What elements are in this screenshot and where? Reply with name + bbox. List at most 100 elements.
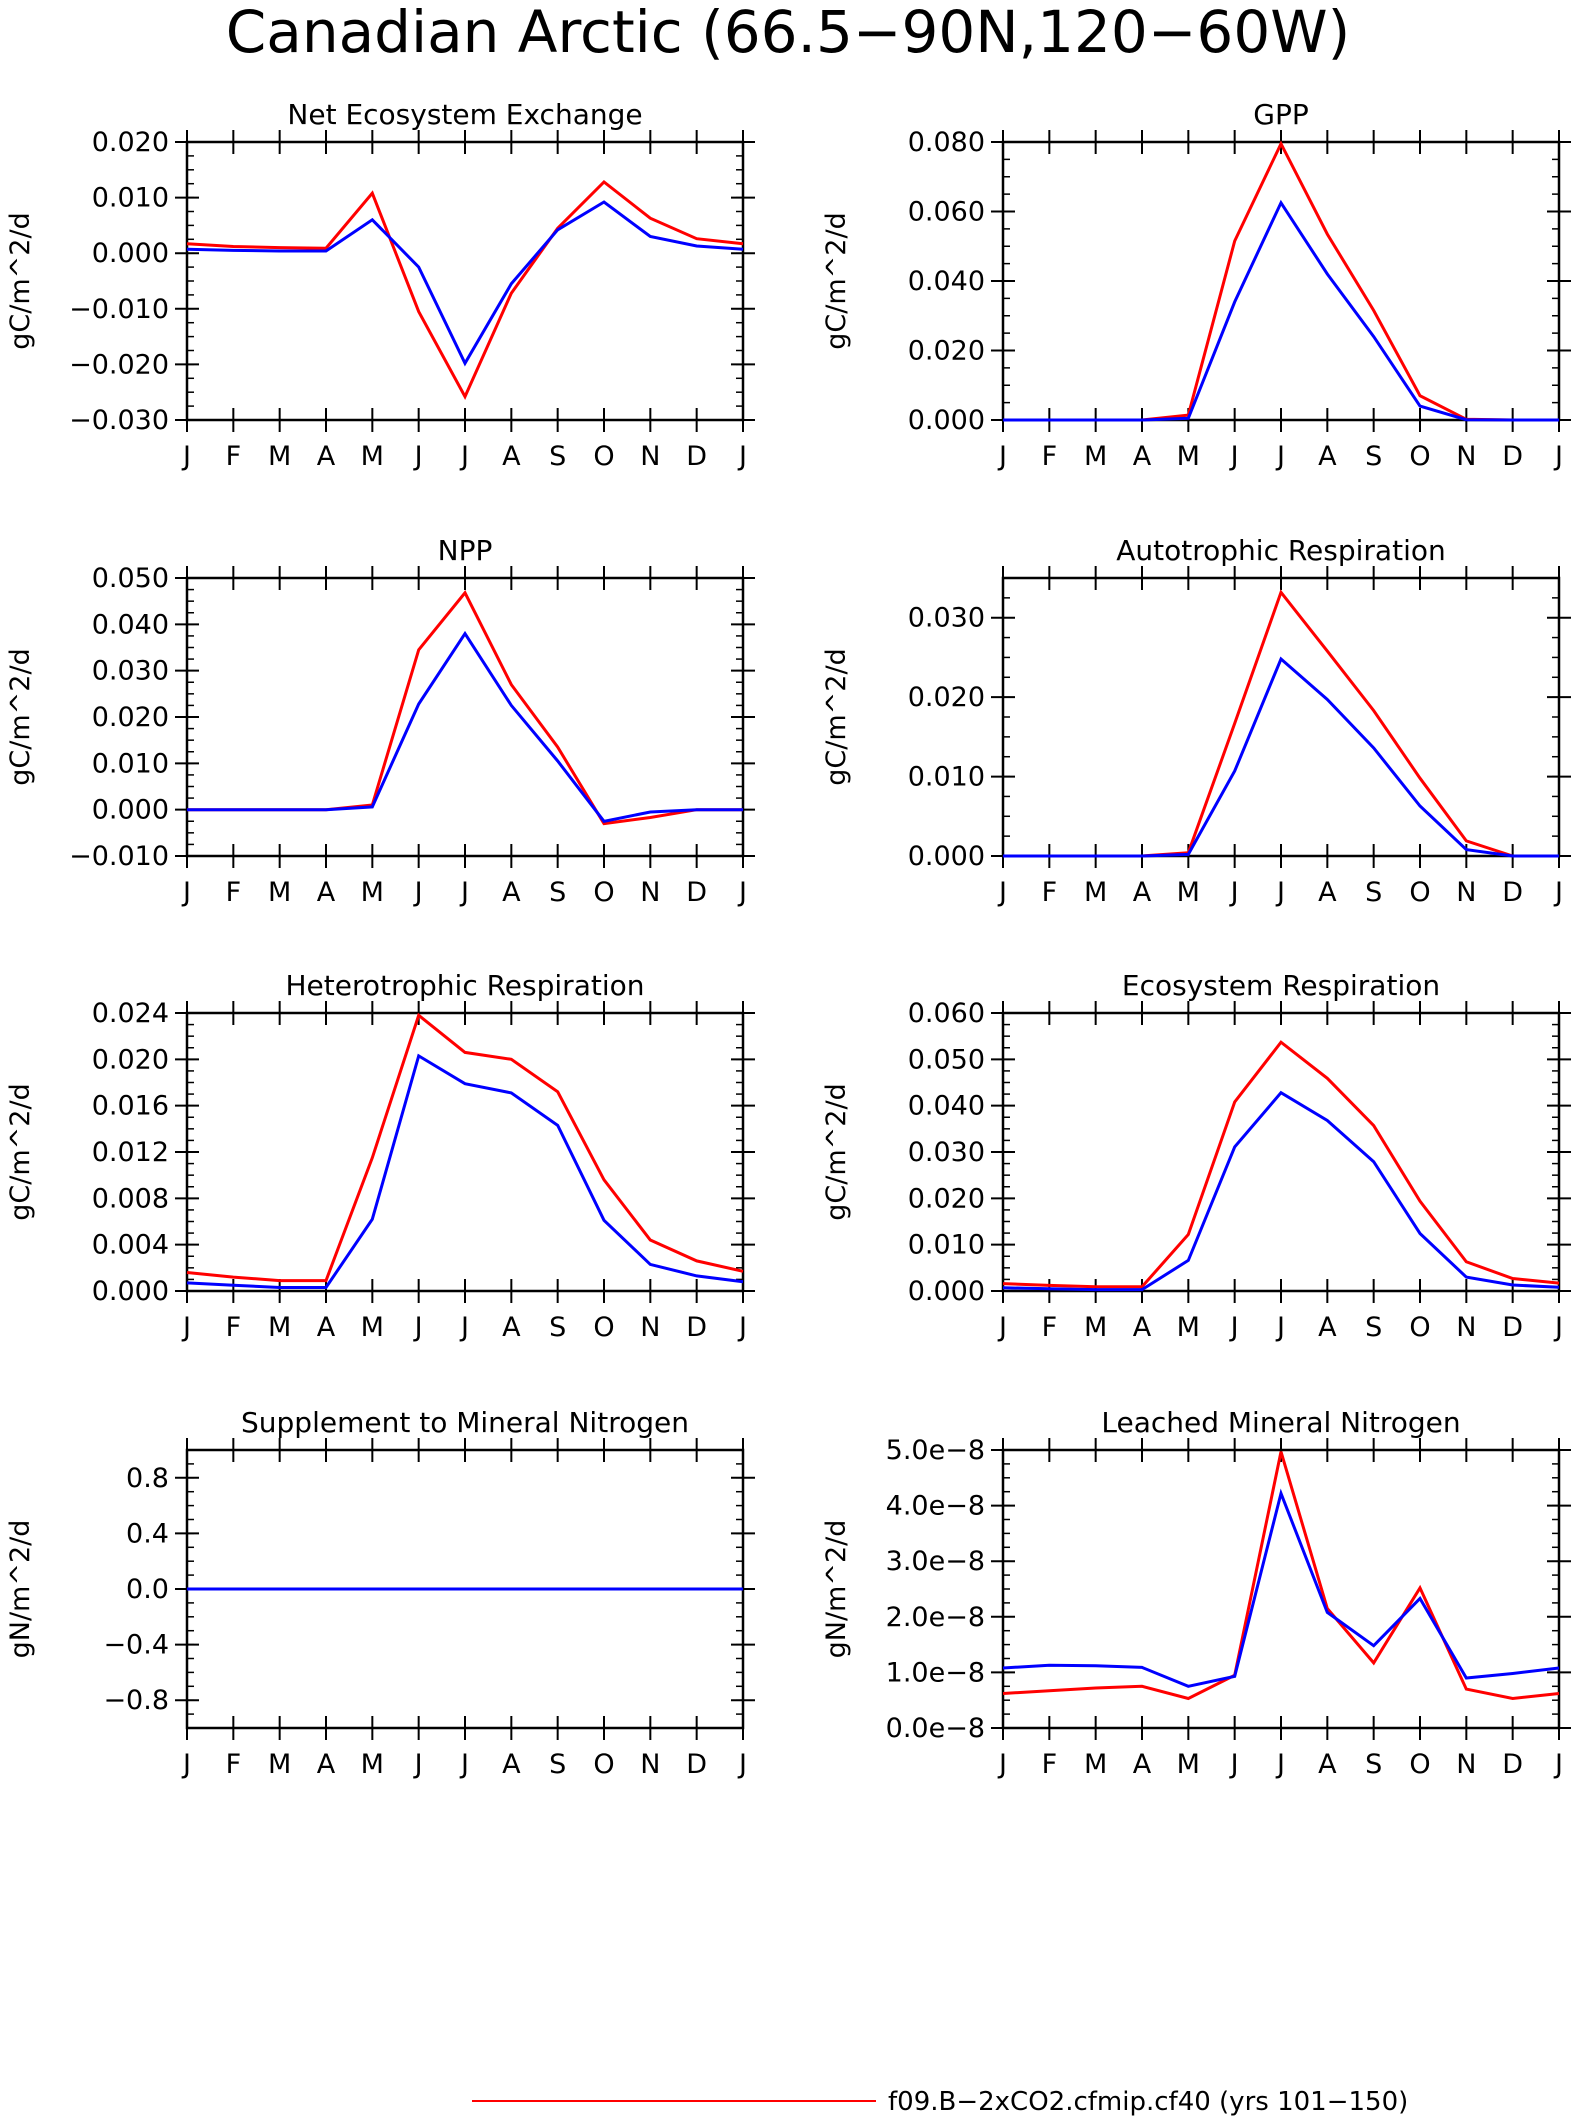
x-tick-label: O (593, 1749, 614, 1780)
x-tick-label: F (226, 1749, 242, 1780)
y-tick-label: 0.010 (908, 762, 985, 793)
x-tick-label: M (1084, 441, 1107, 472)
x-tick-label: A (317, 877, 336, 908)
x-tick-label: N (1456, 441, 1476, 472)
y-tick-label: 0.040 (908, 1091, 985, 1122)
legend: f09.B−2xCO2.cfmip.cf40 (yrs 101−150) (472, 2087, 1408, 2117)
x-tick-label: M (361, 1749, 384, 1780)
x-tick-label: J (459, 1312, 469, 1343)
panel-title: Heterotrophic Respiration (286, 969, 645, 1002)
x-tick-label: M (1177, 1749, 1200, 1780)
x-tick-label: S (549, 1312, 566, 1343)
x-tick-label: D (1502, 1312, 1523, 1343)
panel-title: Ecosystem Respiration (1122, 969, 1440, 1002)
y-tick-label: 0.4 (126, 1518, 169, 1549)
x-tick-label: F (226, 877, 242, 908)
series-line-red (187, 590, 743, 826)
y-tick-label: 0.010 (908, 1230, 985, 1261)
x-tick-label: N (640, 877, 660, 908)
y-tick-label: 0.020 (908, 682, 985, 713)
panel-title: Supplement to Mineral Nitrogen (241, 1406, 689, 1439)
x-tick-label: A (317, 441, 336, 472)
x-tick-label: J (737, 441, 747, 472)
y-tick-label: 0.050 (908, 1044, 985, 1075)
x-tick-label: A (1318, 877, 1337, 908)
series-line-red (1003, 140, 1559, 422)
plot-frame (1001, 576, 1561, 858)
y-tick-label: −0.4 (103, 1630, 169, 1661)
x-tick-label: F (226, 1312, 242, 1343)
x-tick-label: M (1084, 1312, 1107, 1343)
x-tick-label: J (997, 441, 1007, 472)
y-tick-label: 0.0e−8 (886, 1713, 985, 1744)
series-line-blue (1002, 1090, 1560, 1292)
plot-frame (1001, 1011, 1561, 1293)
x-tick-label: J (1229, 1749, 1239, 1780)
y-tick-label: 0.040 (908, 266, 985, 297)
y-tick-label: 0.004 (92, 1230, 169, 1261)
x-tick-label: N (1456, 1749, 1476, 1780)
x-tick-label: S (549, 877, 566, 908)
y-tick-label: 0.020 (92, 702, 169, 733)
x-tick-label: M (268, 441, 291, 472)
panel-title: GPP (1253, 98, 1308, 131)
x-tick-label: J (181, 1749, 191, 1780)
x-tick-label: J (1229, 877, 1239, 908)
y-tick-label: 0.000 (92, 795, 169, 826)
x-tick-label: A (1318, 1749, 1337, 1780)
y-tick-label: −0.020 (69, 349, 169, 380)
x-tick-label: O (1409, 1749, 1430, 1780)
y-axis-label: gN/m^2/d (5, 1520, 36, 1659)
x-tick-label: O (593, 441, 614, 472)
y-tick-label: 0.8 (126, 1463, 169, 1494)
x-tick-label: J (1553, 877, 1563, 908)
y-axis-label: gC/m^2/d (821, 212, 852, 349)
y-tick-label: 0.000 (92, 238, 169, 269)
y-tick-label: 5.0e−8 (886, 1435, 985, 1466)
x-tick-label: A (502, 441, 521, 472)
series-line-blue (1003, 656, 1559, 858)
panel-title: NPP (438, 534, 493, 567)
x-tick-label: S (549, 1749, 566, 1780)
series-line-red (1003, 589, 1559, 858)
series-line-red (1002, 1040, 1560, 1289)
x-tick-label: J (1553, 441, 1563, 472)
panel-7: Supplement to Mineral Nitrogen gN/m^2/d J F… (5, 1406, 755, 1780)
y-tick-label: 0.000 (92, 1276, 169, 1307)
y-tick-label: 1.0e−8 (886, 1657, 985, 1688)
x-tick-label: J (181, 441, 191, 472)
y-tick-label: 0.010 (92, 183, 169, 214)
y-tick-label: 0.012 (92, 1137, 169, 1168)
x-tick-label: D (686, 441, 707, 472)
y-tick-label: 0.060 (908, 197, 985, 228)
x-tick-label: D (1502, 877, 1523, 908)
series-line-blue (186, 1053, 744, 1289)
y-tick-label: 0.060 (908, 998, 985, 1029)
plot-frame (185, 140, 745, 422)
x-tick-label: O (1409, 877, 1430, 908)
x-tick-label: S (1365, 1312, 1382, 1343)
x-tick-label: M (1177, 441, 1200, 472)
x-tick-label: J (413, 877, 423, 908)
x-tick-label: D (686, 877, 707, 908)
x-tick-label: F (226, 441, 242, 472)
y-axis-label: gC/m^2/d (5, 1083, 36, 1220)
y-axis-label: gC/m^2/d (5, 212, 36, 349)
x-tick-label: J (1229, 1312, 1239, 1343)
x-tick-label: J (1553, 1312, 1563, 1343)
y-tick-label: 3.0e−8 (886, 1546, 985, 1577)
y-tick-label: 0.016 (92, 1091, 169, 1122)
x-tick-label: J (1275, 877, 1285, 908)
y-tick-label: 0.020 (908, 336, 985, 367)
x-tick-label: J (1553, 1749, 1563, 1780)
x-tick-label: O (593, 1312, 614, 1343)
series-line-blue (186, 200, 744, 367)
series-line-blue (1002, 1488, 1560, 1688)
x-tick-label: J (459, 1749, 469, 1780)
x-tick-label: J (997, 1312, 1007, 1343)
